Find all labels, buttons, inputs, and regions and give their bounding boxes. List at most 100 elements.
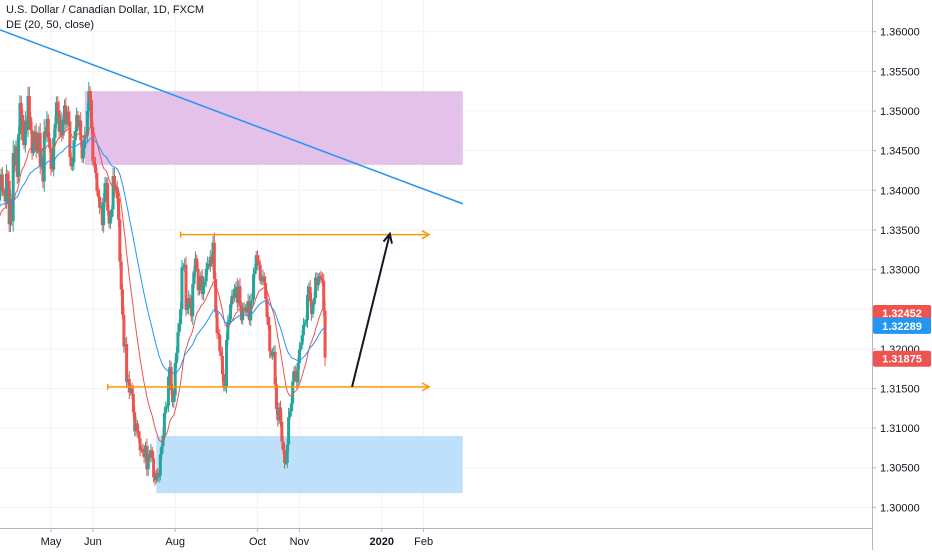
- candle-body: [166, 376, 170, 406]
- candle-body: [241, 308, 245, 321]
- time-axis[interactable]: May Jun Aug Oct Nov 2020 Feb: [41, 528, 433, 548]
- price-label-text: 1.32289: [882, 321, 922, 333]
- candle-body: [21, 114, 25, 141]
- zones: [84, 91, 463, 494]
- candle-body: [233, 288, 237, 299]
- candle-body: [219, 351, 223, 356]
- candle-body: [216, 332, 220, 335]
- candle-body: [229, 304, 233, 320]
- resistance-zone: [84, 91, 463, 165]
- candle-body: [283, 450, 287, 463]
- candle-body: [4, 173, 8, 202]
- price-tick-label: 1.33500: [880, 225, 920, 237]
- candle-body: [314, 277, 318, 299]
- candle-body: [319, 275, 323, 280]
- candle-body: [285, 444, 289, 463]
- candle-body: [48, 137, 52, 149]
- candle-body: [284, 462, 288, 464]
- candle-body: [87, 91, 91, 111]
- candle-body: [130, 388, 134, 395]
- candle-body: [27, 95, 31, 118]
- candle-body: [230, 295, 234, 305]
- candle-body: [17, 133, 21, 177]
- price-label-text: 1.32452: [882, 308, 922, 320]
- candle-body: [6, 173, 10, 181]
- candle-body: [18, 103, 22, 134]
- axes: [0, 0, 873, 550]
- candle-body: [61, 119, 65, 136]
- candle-body: [81, 148, 85, 159]
- candle-body: [31, 144, 35, 154]
- candle-body: [254, 255, 258, 271]
- candle-body: [53, 123, 57, 138]
- candle-body: [106, 183, 110, 211]
- candle-body: [29, 117, 33, 131]
- candle-body: [262, 276, 266, 284]
- candle-body: [112, 176, 116, 191]
- time-tick-label: Nov: [290, 536, 310, 548]
- candle-body: [11, 153, 15, 222]
- candle-body: [311, 304, 315, 314]
- grid-lines: [0, 0, 872, 528]
- candle-body: [138, 438, 142, 451]
- candle-body: [273, 352, 277, 385]
- candle-body: [94, 164, 98, 173]
- indicator-label: DE (20, 50, close): [6, 19, 95, 31]
- candle-body: [2, 190, 6, 194]
- trendline: [0, 29, 464, 205]
- candle-body: [162, 413, 166, 436]
- candle-body: [68, 121, 72, 157]
- candle-body: [88, 91, 92, 100]
- candle-body: [299, 344, 303, 350]
- support-zone: [156, 436, 463, 494]
- candle-body: [188, 298, 192, 303]
- candle-body: [268, 325, 272, 352]
- candle-body: [125, 344, 129, 383]
- time-tick-label: Oct: [249, 536, 266, 548]
- candle-body: [111, 176, 115, 210]
- projection-arrowhead: [382, 231, 393, 244]
- candle-body: [73, 131, 77, 141]
- candle-body: [289, 403, 293, 412]
- candle-body: [204, 268, 208, 282]
- candle-body: [212, 242, 216, 280]
- candle-body: [280, 421, 284, 442]
- candle-body: [256, 255, 260, 262]
- candle-body: [152, 458, 156, 478]
- candle-body: [34, 131, 38, 152]
- candle-body: [92, 160, 96, 165]
- candle-body: [135, 423, 139, 432]
- candle-body: [108, 217, 112, 224]
- candle-body: [150, 450, 154, 459]
- candle-body: [180, 267, 184, 310]
- time-tick-label: Feb: [414, 536, 433, 548]
- candle-body: [195, 258, 199, 269]
- candle-body: [95, 172, 99, 192]
- candle-body: [215, 312, 219, 333]
- drawings[interactable]: [0, 29, 464, 392]
- candle-body: [192, 271, 196, 284]
- price-axis[interactable]: 1.36000 1.35500 1.35000 1.34500 1.34000 1.335…: [872, 27, 920, 515]
- chart-title: U.S. Dollar / Canadian Dollar, 1D, FXCM: [6, 4, 205, 16]
- candle-body: [175, 352, 179, 364]
- candle-body: [137, 431, 141, 439]
- candle-body: [164, 407, 168, 414]
- candle-body: [90, 99, 93, 127]
- candle-body: [103, 183, 107, 203]
- price-tick-label: 1.34000: [880, 185, 920, 197]
- price-label-text: 1.31875: [882, 354, 922, 366]
- price-tick-label: 1.36000: [880, 27, 920, 39]
- candle-body: [69, 156, 73, 167]
- candle-body: [23, 120, 27, 146]
- price-tick-label: 1.30500: [880, 463, 920, 475]
- candle-body: [176, 332, 180, 353]
- level-arrowhead: [421, 230, 431, 240]
- candle-body: [264, 283, 268, 299]
- candle-body: [91, 126, 95, 161]
- candle-body: [297, 349, 301, 364]
- candle-body: [291, 381, 295, 404]
- price-label-badge: [873, 350, 931, 367]
